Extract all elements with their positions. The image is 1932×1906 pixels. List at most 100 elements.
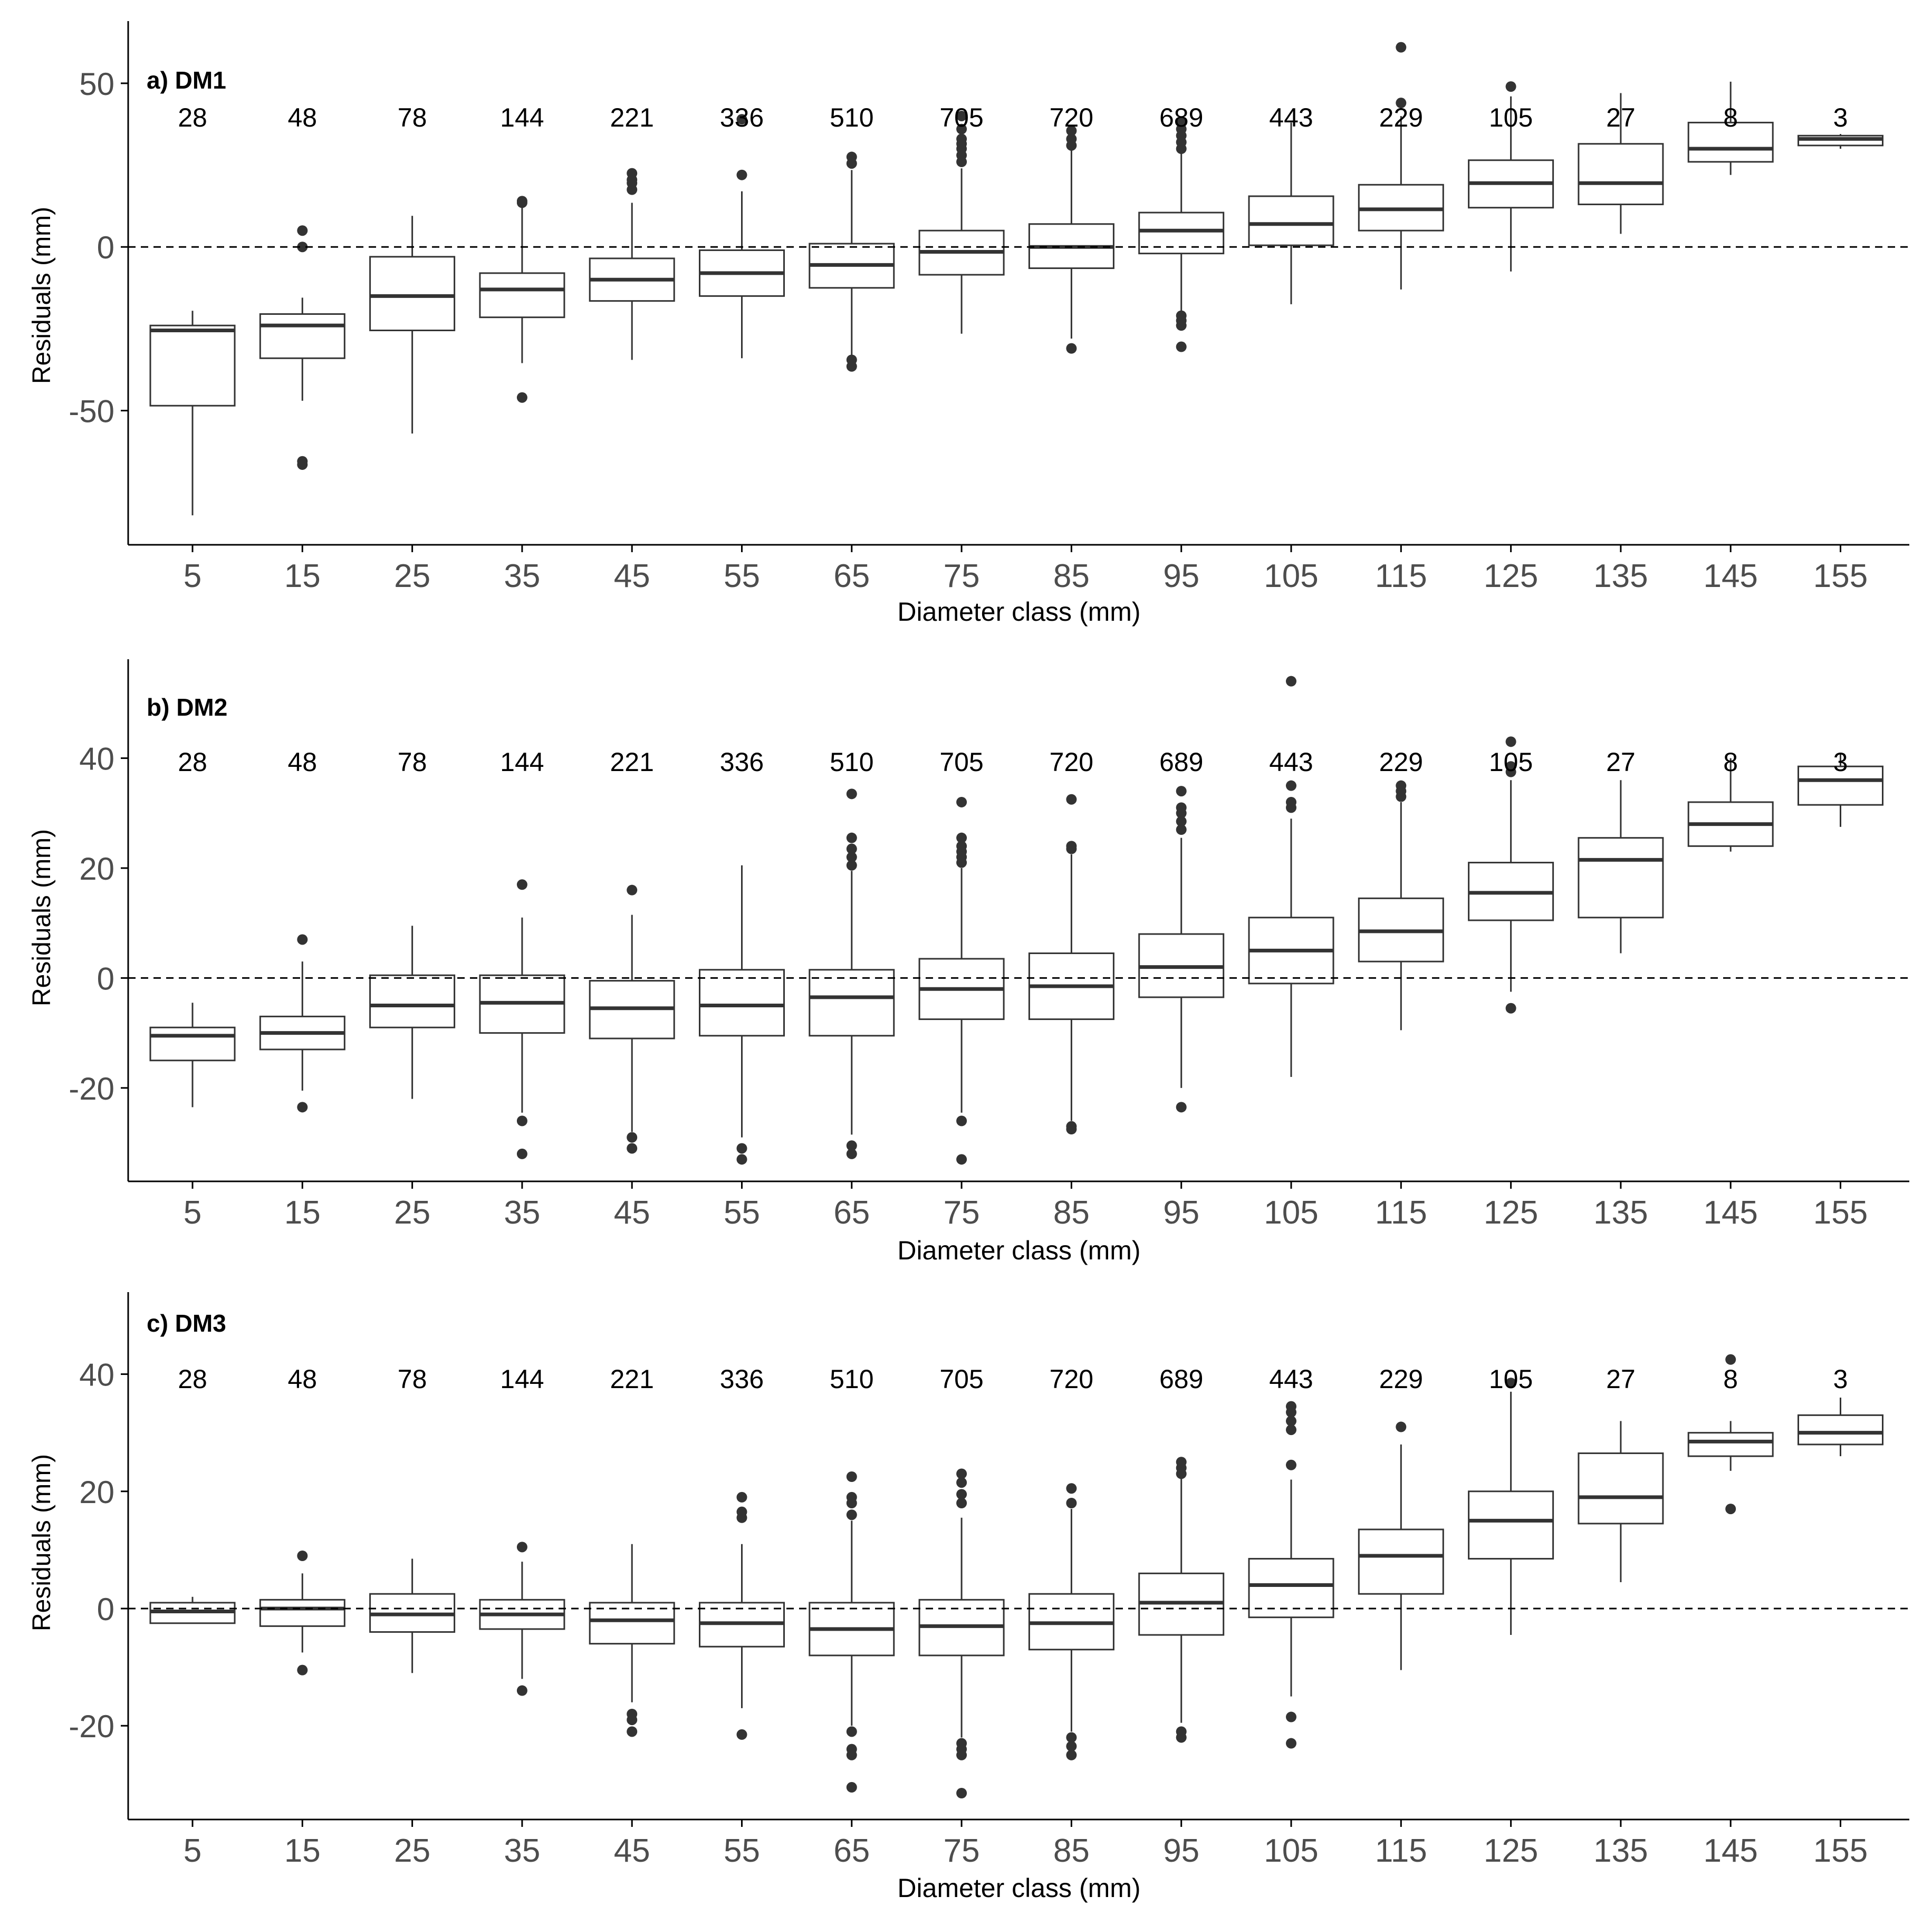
outlier-point: [1066, 1124, 1077, 1134]
outlier-point: [846, 1140, 857, 1151]
panel-a-count-label: 510: [830, 103, 873, 132]
outlier-point: [516, 1542, 527, 1553]
box-iqr: [1358, 1528, 1444, 1595]
outlier-point: [1066, 1732, 1077, 1743]
panel-a-count-label: 27: [1606, 103, 1636, 132]
panel-a-x-tick-label: 105: [1264, 558, 1318, 594]
panel-b-box-85: [1028, 794, 1114, 1134]
outlier-point: [516, 392, 527, 403]
panel-a-count-label: 229: [1379, 103, 1423, 132]
outlier-point: [297, 459, 308, 470]
outlier-point: [1286, 676, 1296, 687]
box-iqr: [149, 1026, 236, 1062]
panel-b-x-tick-label: 5: [184, 1195, 201, 1231]
box-iqr: [1468, 1490, 1554, 1560]
outlier-point: [846, 361, 857, 372]
panel-a-box-145: [1687, 81, 1774, 175]
outlier-point: [1505, 1378, 1516, 1389]
outlier-point: [846, 1491, 857, 1503]
outlier-point: [1396, 98, 1407, 109]
panel-b-y-tick-label: 20: [79, 851, 114, 887]
panel-c-box-45: [589, 1544, 675, 1737]
panel-c-box-145: [1687, 1354, 1774, 1515]
panel-b-count-label: 689: [1159, 747, 1203, 777]
panel-c-box-25: [369, 1558, 456, 1673]
outlier-point: [846, 151, 857, 162]
outlier-point: [846, 1749, 857, 1760]
panel-c-x-tick-label: 35: [504, 1833, 540, 1869]
outlier-point: [846, 1148, 857, 1159]
panel-c-box-135: [1578, 1421, 1664, 1582]
panel-c-count-label: 229: [1379, 1364, 1423, 1394]
panel-b-y-tick-label: -20: [69, 1071, 114, 1106]
outlier-point: [516, 1148, 527, 1159]
panel-b-x-tick-label: 115: [1375, 1195, 1427, 1231]
outlier-point: [846, 860, 857, 871]
panel-c-box-95: [1138, 1457, 1225, 1743]
panel-a-x-tick-label: 85: [1053, 558, 1090, 594]
outlier-point: [297, 934, 308, 945]
panel-b-x-tick-label: 75: [944, 1195, 980, 1231]
outlier-point: [956, 796, 967, 807]
panel-c-x-tick-label: 15: [284, 1833, 321, 1869]
outlier-point: [1286, 780, 1296, 791]
panel-b-x-tick-label: 155: [1813, 1195, 1868, 1231]
panel-a-box-115: [1358, 42, 1444, 290]
outlier-point: [956, 123, 967, 134]
outlier-point: [736, 114, 747, 125]
box-iqr: [479, 272, 565, 319]
panel-b-x-tick-label: 135: [1593, 1195, 1648, 1231]
outlier-point: [1286, 1459, 1296, 1470]
panel-a-x-tick-label: 15: [284, 558, 321, 594]
outlier-point: [627, 1132, 638, 1143]
panel-b-x-tick-label: 55: [724, 1195, 760, 1231]
panel-a-box-65: [809, 151, 895, 372]
panel-a-box-95: [1138, 117, 1225, 352]
outlier-point: [516, 879, 527, 890]
panel-b-y-tick-label: 40: [79, 742, 114, 777]
panel-c: c) DM3 Residuals (mm) Diameter class (mm…: [28, 1292, 1909, 1903]
panel-b-count-label: 336: [720, 747, 764, 777]
outlier-point: [956, 1477, 967, 1488]
panel-b-box-15: [259, 934, 345, 1113]
panel-c-count-label: 221: [610, 1364, 653, 1394]
panel-b-title: b) DM2: [147, 694, 227, 721]
panel-c-plot-area: -20 0 20 40 5 15 25 35 45 55 65 75 85 95 105 115 125 135 1…: [69, 1292, 1909, 1869]
box-iqr: [259, 313, 345, 359]
outlier-point: [1286, 1711, 1296, 1722]
panel-b-box-115: [1358, 780, 1444, 1031]
panel-b-box-105: [1248, 676, 1334, 1077]
outlier-point: [956, 1489, 967, 1500]
panel-a-box-5: [149, 311, 236, 516]
panel-a-count-label: 105: [1489, 103, 1533, 132]
panel-a-plot-area: -50 0 50 5 15 25 35 45 55 65 75 85 95 105 115 125 135 145…: [69, 21, 1909, 594]
panel-c-count-label: 336: [720, 1364, 764, 1394]
panel-a-y-tick-label: -50: [69, 394, 114, 429]
panel-b-ylabel: Residuals (mm): [28, 829, 56, 1006]
panel-c-count-label: 3: [1833, 1364, 1848, 1394]
outlier-point: [1176, 320, 1187, 331]
panel-b-y-tick-label: 0: [97, 961, 114, 996]
panel-a-count-label: 28: [178, 103, 207, 132]
panel-a-count-label: 705: [939, 103, 983, 132]
panel-b: b) DM2 Residuals (mm) Diameter class (mm…: [28, 659, 1909, 1265]
panel-b-x-tick-label: 15: [284, 1195, 321, 1231]
outlier-point: [1176, 1457, 1187, 1468]
outlier-point: [1176, 786, 1187, 797]
panel-a-box-135: [1578, 93, 1664, 234]
panel-a-x-tick-label: 35: [504, 558, 540, 594]
outlier-point: [1505, 761, 1516, 772]
outlier-point: [736, 1143, 747, 1154]
panel-a-box-35: [479, 196, 565, 403]
panel-c-x-tick-label: 125: [1484, 1833, 1538, 1869]
panel-b-box-135: [1578, 780, 1664, 954]
outlier-point: [627, 1143, 638, 1154]
panel-c-count-label: 510: [830, 1364, 873, 1394]
panel-c-ylabel: Residuals (mm): [28, 1454, 56, 1631]
panel-b-x-tick-label: 85: [1053, 1195, 1090, 1231]
panel-b-plot-area: -20 0 20 40 5 15 25 35 45 55 65 75 85 95 105 115 125 135 1…: [69, 659, 1909, 1231]
outlier-point: [1066, 1483, 1077, 1494]
panel-c-x-tick-label: 55: [724, 1833, 760, 1869]
panel-a-count-label: 720: [1050, 103, 1093, 132]
panel-a-count-label: 221: [610, 103, 653, 132]
